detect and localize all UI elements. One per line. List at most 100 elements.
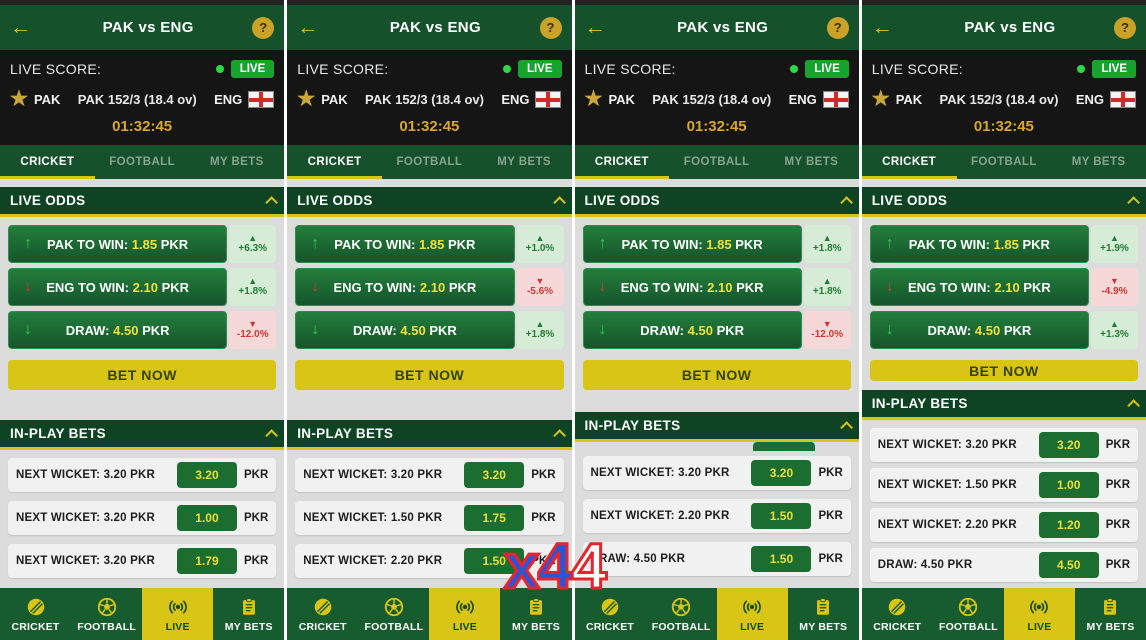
odds-row[interactable]: ↓ DRAW: 4.50 PKR ▲ +1.8%	[295, 311, 564, 349]
nav-item-cricket[interactable]: CRICKET	[287, 588, 358, 640]
odds-value-button[interactable]: 1.75	[464, 505, 525, 531]
nav-item-live[interactable]: LIVE	[716, 588, 788, 640]
score-line: PAK 152/3 (18.4 ov)	[939, 91, 1059, 107]
odds-value-button[interactable]: 1.50	[751, 546, 812, 572]
back-arrow-icon[interactable]: ←	[584, 15, 606, 39]
bet-now-button[interactable]: BET NOW	[869, 360, 1138, 381]
inplay-bets-header: IN-PLAY BETS	[0, 420, 285, 450]
nav-item-my-bets[interactable]: MY BETS	[500, 588, 571, 640]
chevron-up-icon[interactable]	[552, 196, 566, 209]
live-broadcast-icon	[743, 599, 762, 614]
odds-row[interactable]: ↓ DRAW: 4.50 PKR ▼ -12.0%	[8, 311, 277, 349]
nav-item-cricket[interactable]: CRICKET	[862, 588, 933, 640]
odds-row[interactable]: ↑ PAK TO WIN: 1.85 PKR ▲ +6.3%	[8, 225, 277, 263]
odds-value: 2.10	[994, 279, 1020, 295]
nav-item-live[interactable]: LIVE	[1003, 588, 1075, 640]
odds-value-button[interactable]: 4.50	[1038, 552, 1099, 578]
odds-row[interactable]: ↓ ENG TO WIN: 2.10 PKR ▲ +1.8%	[582, 268, 851, 306]
nav-item-my-bets[interactable]: MY BETS	[1075, 588, 1146, 640]
tab-my-bets[interactable]: MY BETS	[784, 156, 839, 168]
inplay-row[interactable]: NEXT WICKET: 3.20 PKR 1.79 PKR	[8, 544, 277, 578]
odds-label: DRAW:	[640, 322, 685, 338]
odds-row[interactable]: ↓ ENG TO WIN: 2.10 PKR ▲ +1.8%	[8, 268, 277, 306]
tab-cricket[interactable]: CRICKET	[287, 145, 382, 179]
inplay-row[interactable]: DRAW: 4.50 PKR 4.50 PKR	[869, 548, 1138, 582]
inplay-row[interactable]: NEXT WICKET: 2.20 PKR 1.50 PKR	[582, 499, 851, 533]
tab-football[interactable]: FOOTBALL	[970, 156, 1037, 168]
odds-value-button[interactable]: 1.00	[176, 505, 237, 531]
odds-value-button[interactable]: 1.79	[176, 548, 237, 574]
inplay-row[interactable]: NEXT WICKET: 3.20 PKR 3.20 PKR	[295, 458, 564, 492]
odds-value-button[interactable]: 3.20	[751, 460, 812, 486]
help-icon[interactable]: ?	[826, 16, 849, 39]
odds-row[interactable]: ↑ PAK TO WIN: 1.85 PKR ▲ +1.0%	[295, 225, 564, 263]
tab-my-bets[interactable]: MY BETS	[1071, 156, 1126, 168]
chevron-up-icon[interactable]	[265, 429, 279, 442]
inplay-row[interactable]: NEXT WICKET: 3.20 PKR 1.00 PKR	[8, 501, 277, 535]
chevron-up-icon[interactable]	[552, 429, 566, 442]
inplay-row[interactable]: NEXT WICKET: 1.50 PKR 1.75 PKR	[295, 501, 564, 535]
inplay-row[interactable]: NEXT WICKET: 1.50 PKR 1.00 PKR	[869, 468, 1138, 502]
nav-item-live[interactable]: LIVE	[429, 588, 501, 640]
chevron-up-icon[interactable]	[840, 196, 853, 209]
tab-football[interactable]: FOOTBALL	[396, 156, 463, 168]
help-icon[interactable]: ?	[1114, 16, 1136, 39]
inplay-bets-list: NEXT WICKET: 3.20 PKR 3.20 PKR NEXT WICK…	[287, 450, 571, 587]
football-icon	[959, 597, 978, 616]
odds-value: 1.85	[993, 236, 1019, 252]
tab-football[interactable]: FOOTBALL	[683, 156, 750, 168]
back-arrow-icon[interactable]: ←	[10, 15, 31, 39]
nav-item-football[interactable]: FOOTBALL	[358, 588, 429, 640]
live-odds-header: LIVE ODDS	[0, 187, 285, 217]
tab-my-bets[interactable]: MY BETS	[210, 156, 264, 168]
tab-football[interactable]: FOOTBALL	[109, 156, 176, 168]
odds-row[interactable]: ↓ ENG TO WIN: 2.10 PKR ▼ -4.9%	[869, 268, 1138, 306]
odds-row[interactable]: ↑ PAK TO WIN: 1.85 PKR ▲ +1.8%	[582, 225, 851, 263]
nav-item-my-bets[interactable]: MY BETS	[213, 588, 284, 640]
nav-item-football[interactable]: FOOTBALL	[71, 588, 142, 640]
chevron-up-icon[interactable]	[265, 196, 279, 209]
page-title: PAK vs ENG	[389, 19, 481, 36]
nav-item-live[interactable]: LIVE	[142, 588, 214, 640]
cricket-ball-icon	[601, 597, 620, 616]
inplay-row[interactable]: NEXT WICKET: 3.20 PKR 3.20 PKR	[582, 456, 851, 490]
odds-value-button[interactable]: 3.20	[1038, 432, 1099, 458]
help-icon[interactable]: ?	[539, 16, 562, 39]
nav-item-my-bets[interactable]: MY BETS	[788, 588, 859, 640]
inplay-row[interactable]: NEXT WICKET: 2.20 PKR 1.50 PKR	[295, 544, 564, 578]
odds-row[interactable]: ↓ DRAW: 4.50 PKR ▲ +1.3%	[869, 311, 1138, 349]
help-icon[interactable]: ?	[252, 16, 275, 39]
nav-item-cricket[interactable]: CRICKET	[0, 588, 71, 640]
nav-item-football[interactable]: FOOTBALL	[646, 588, 717, 640]
nav-item-cricket[interactable]: CRICKET	[575, 588, 646, 640]
inplay-row[interactable]: NEXT WICKET: 3.20 PKR 3.20 PKR	[8, 458, 277, 492]
odds-value-button[interactable]: 3.20	[464, 462, 525, 488]
tab-cricket[interactable]: CRICKET	[574, 145, 670, 179]
odds-value-button[interactable]: 1.00	[1038, 472, 1099, 498]
odds-value-button[interactable]: 3.20	[176, 462, 237, 488]
odds-value-button[interactable]: 1.20	[1038, 512, 1099, 538]
chevron-up-icon[interactable]	[840, 421, 853, 434]
odds-value-button[interactable]: 1.50	[751, 503, 812, 529]
inplay-row[interactable]: DRAW: 4.50 PKR 1.50 PKR	[582, 542, 851, 576]
triangle-up-icon: ▲	[535, 233, 545, 244]
nav-item-football[interactable]: FOOTBALL	[933, 588, 1004, 640]
tab-cricket[interactable]: CRICKET	[861, 145, 957, 179]
back-arrow-icon[interactable]: ←	[871, 15, 893, 39]
chevron-up-icon[interactable]	[1127, 196, 1140, 209]
odds-currency: PKR	[447, 236, 476, 252]
odds-row[interactable]: ↓ ENG TO WIN: 2.10 PKR ▼ -5.6%	[295, 268, 564, 306]
tab-my-bets[interactable]: MY BETS	[497, 156, 551, 168]
tab-cricket[interactable]: CRICKET	[0, 145, 95, 179]
odds-row[interactable]: ↑ PAK TO WIN: 1.85 PKR ▲ +1.9%	[869, 225, 1138, 263]
inplay-row[interactable]: NEXT WICKET: 2.20 PKR 1.20 PKR	[869, 508, 1138, 542]
live-badge: LIVE	[517, 60, 562, 78]
bet-now-button[interactable]: BET NOW	[582, 360, 851, 390]
bet-now-button[interactable]: BET NOW	[8, 360, 277, 390]
inplay-row[interactable]: NEXT WICKET: 3.20 PKR 3.20 PKR	[869, 428, 1138, 462]
chevron-up-icon[interactable]	[1127, 399, 1140, 412]
back-arrow-icon[interactable]: ←	[297, 15, 319, 39]
bet-now-button[interactable]: BET NOW	[295, 360, 564, 390]
odds-row[interactable]: ↓ DRAW: 4.50 PKR ▼ -12.0%	[582, 311, 851, 349]
odds-value-button[interactable]: 1.50	[464, 548, 525, 574]
